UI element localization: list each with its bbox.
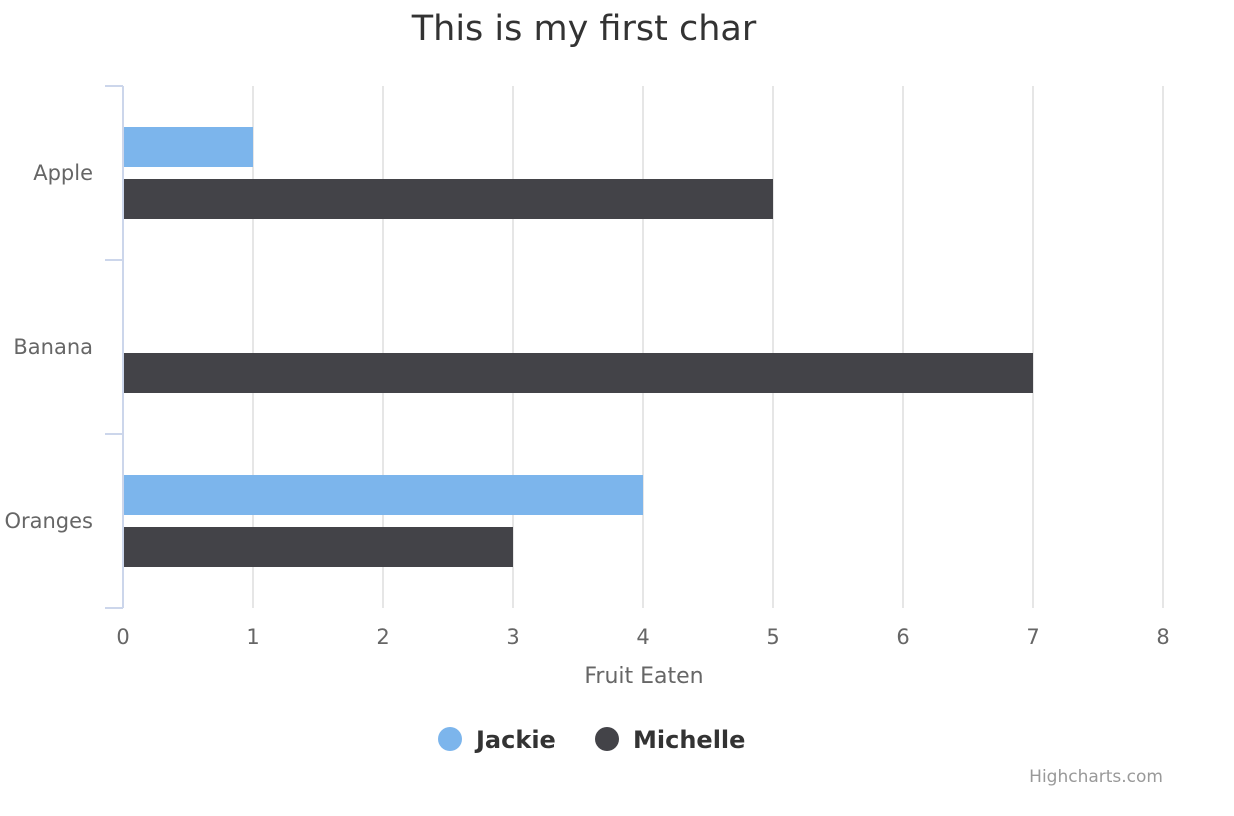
value-tick-label: 2 [376, 625, 389, 649]
bar-jackie-oranges[interactable] [123, 475, 643, 515]
bars [123, 127, 1033, 567]
legend-label: Michelle [633, 726, 745, 754]
chart-title: This is my first char [411, 9, 757, 49]
credits-link[interactable]: Highcharts.com [1029, 767, 1163, 787]
bar-michelle-apple[interactable] [123, 179, 773, 219]
legend-label: Jackie [474, 726, 556, 754]
value-tick-label: 8 [1156, 625, 1169, 649]
legend[interactable]: Jackie Michelle [438, 726, 745, 754]
category-axis: Apple Banana Oranges [4, 85, 124, 609]
category-label-banana: Banana [13, 335, 93, 359]
value-axis-title: Fruit Eaten [584, 664, 703, 689]
legend-item-jackie[interactable]: Jackie [438, 726, 556, 754]
bar-michelle-oranges[interactable] [123, 527, 513, 567]
legend-marker-icon [595, 727, 619, 751]
value-tick-label: 3 [506, 625, 519, 649]
category-label-apple: Apple [33, 161, 93, 185]
value-tick-label: 5 [766, 625, 779, 649]
legend-marker-icon [438, 727, 462, 751]
bar-jackie-apple[interactable] [123, 127, 253, 167]
legend-item-michelle[interactable]: Michelle [595, 726, 745, 754]
value-tick-label: 0 [116, 625, 129, 649]
value-tick-label: 7 [1026, 625, 1039, 649]
value-tick-label: 1 [246, 625, 259, 649]
category-label-oranges: Oranges [4, 509, 93, 533]
value-tick-label: 4 [636, 625, 649, 649]
value-tick-label: 6 [896, 625, 909, 649]
value-axis-ticks: 0 1 2 3 4 5 6 7 8 [116, 625, 1169, 649]
gridlines [252, 86, 1164, 608]
bar-michelle-banana[interactable] [123, 353, 1033, 393]
